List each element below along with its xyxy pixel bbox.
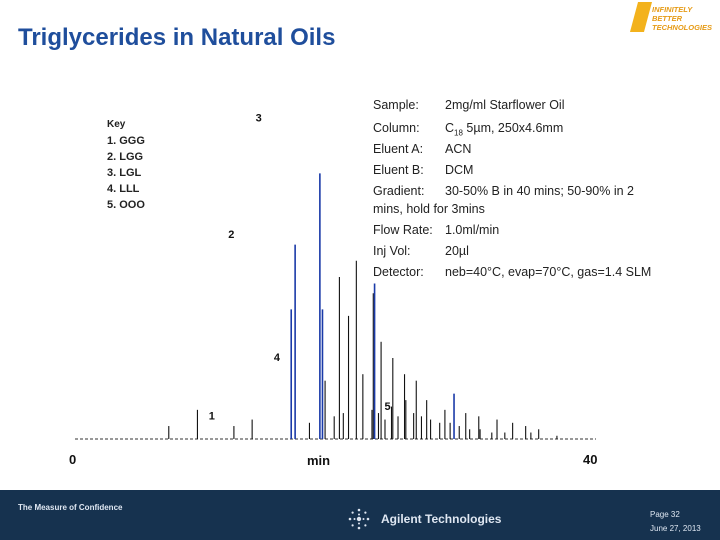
eluent-a-label: Eluent A:	[373, 142, 424, 156]
column-label: Column:	[373, 121, 420, 135]
footer-date: June 27, 2013	[650, 524, 701, 533]
inj-label: Inj Vol:	[373, 244, 411, 258]
footer-bar: The Measure of Confidence Agilent Techno…	[0, 490, 720, 540]
x-axis-label: min	[307, 453, 330, 468]
brand-logo-text: INFINITELY BETTER TECHNOLOGIES	[652, 5, 720, 32]
slide-title: Triglycerides in Natural Oils	[18, 24, 336, 51]
gradient-cont-row: mins, hold for 3mins	[373, 202, 485, 216]
eluent-b-row: Eluent B: DCM	[373, 163, 473, 177]
key-item: 2. LGG	[107, 151, 144, 163]
column-value-main: C	[445, 121, 455, 135]
eluent-b-label: Eluent B:	[373, 163, 424, 177]
key-item: 4. LLL	[107, 183, 140, 195]
key-item: 5. OOO	[107, 199, 145, 211]
x-tick-label-start: 0	[69, 452, 76, 467]
peak-label-3: 3	[256, 112, 262, 124]
eluent-b-value: DCM	[445, 163, 474, 177]
column-value-sub: 18	[454, 128, 463, 138]
footer-company: Agilent Technologies	[381, 512, 502, 526]
gradient-cont: mins, hold for 3mins	[373, 202, 485, 216]
footer-tagline: The Measure of Confidence	[18, 503, 123, 512]
eluent-a-row: Eluent A: ACN	[373, 142, 471, 156]
sample-value: 2mg/ml Starflower Oil	[445, 98, 565, 112]
inj-value: 20µl	[445, 244, 469, 258]
detector-row: Detector: neb=40°C, evap=70°C, gas=1.4 SL…	[373, 265, 651, 279]
peak-labels-group: 1 2 3 4 5	[209, 112, 391, 422]
peak-key: Key 1. GGG 2. LGG 3. LGL 4. LLL 5. OOO	[107, 117, 145, 213]
footer-page: Page 32	[650, 510, 680, 519]
detector-label: Detector:	[373, 265, 424, 279]
gradient-value: 30-50% B in 40 mins; 50-90% in 2	[445, 184, 634, 198]
peak-label-5: 5	[385, 401, 391, 413]
column-value-rest: 5µm, 250x4.6mm	[462, 121, 564, 135]
flow-row: Flow Rate: 1.0ml/min	[373, 223, 499, 237]
gradient-label: Gradient:	[373, 184, 425, 198]
peaks-group	[168, 173, 558, 439]
eluent-a-value: ACN	[445, 142, 472, 156]
peak-label-4: 4	[274, 352, 281, 364]
column-row: Column: C18 5µm, 250x4.6mm	[373, 121, 563, 138]
brand-logo: INFINITELY BETTER TECHNOLOGIES	[629, 2, 720, 34]
inj-row: Inj Vol: 20µl	[373, 244, 469, 258]
peak-label-2: 2	[228, 229, 234, 241]
sample-row: Sample: 2mg/ml Starflower Oil	[373, 98, 564, 112]
peak-label-1: 1	[209, 411, 215, 423]
x-tick-label-end: 40	[583, 452, 597, 467]
flow-value: 1.0ml/min	[445, 223, 500, 237]
sample-label: Sample:	[373, 98, 419, 112]
key-item: 3. LGL	[107, 167, 142, 179]
logo-line-1: INFINITELY BETTER	[652, 5, 693, 23]
key-title: Key	[107, 119, 126, 130]
key-item: 1. GGG	[107, 135, 145, 147]
gradient-row: Gradient: 30-50% B in 40 mins; 50-90% in …	[373, 184, 634, 198]
flow-label: Flow Rate:	[373, 223, 433, 237]
agilent-spark-icon	[348, 508, 370, 530]
detector-value: neb=40°C, evap=70°C, gas=1.4 SLM	[445, 265, 652, 279]
logo-line-2: TECHNOLOGIES	[652, 23, 713, 32]
